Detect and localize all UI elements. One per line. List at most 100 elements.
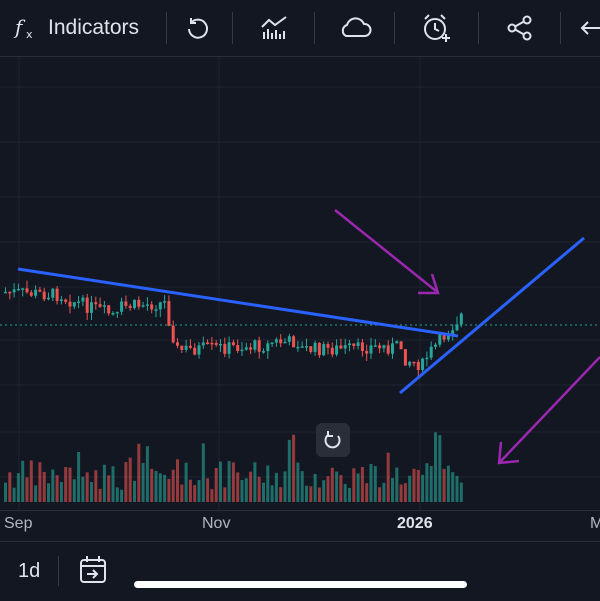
candle-body (21, 288, 25, 290)
volume-bar (72, 479, 76, 502)
cloud-icon[interactable] (334, 0, 376, 56)
candle-body (231, 342, 235, 346)
candle-body (210, 342, 214, 345)
candle-body (283, 341, 287, 344)
reset-chart-button[interactable] (316, 423, 350, 457)
candle-body (335, 345, 339, 355)
alert-clock-icon[interactable] (416, 0, 456, 56)
volume-bar (128, 457, 132, 502)
candle-body (352, 343, 356, 346)
candle-body (322, 344, 326, 356)
volume-bar (133, 480, 136, 502)
candle-body (438, 334, 442, 345)
candle-body (133, 299, 136, 309)
volume-bar (85, 472, 89, 502)
candle-body (373, 345, 377, 347)
back-arrow-icon[interactable] (578, 0, 600, 56)
volume-bar (253, 462, 257, 502)
volume-bar (296, 462, 300, 502)
volume-bar (360, 467, 364, 502)
candle-body (270, 342, 274, 345)
candle-body (68, 301, 72, 307)
candle-body (107, 305, 111, 314)
volume-bar (322, 480, 326, 502)
volume-bar (158, 473, 162, 502)
candle-body (201, 342, 205, 346)
volume-bar (150, 468, 154, 502)
interval-button[interactable]: 1d (18, 560, 41, 582)
candle-body (34, 289, 38, 296)
candle-body (348, 343, 351, 346)
volume-bar (124, 462, 128, 502)
share-icon[interactable] (500, 0, 540, 56)
volume-bar (68, 467, 72, 502)
volume-bar (348, 487, 351, 502)
x-tick-label: Sep (4, 515, 33, 532)
candle-body (244, 347, 248, 350)
candle-body (249, 347, 253, 350)
candle-body (197, 345, 201, 355)
volume-bar (442, 468, 446, 502)
volume-bar (244, 478, 248, 502)
volume-bar (365, 483, 369, 502)
volume-bar (64, 467, 68, 502)
volume-bar (59, 482, 63, 502)
candle-body (421, 358, 425, 371)
candle-body (395, 341, 399, 344)
price-chart[interactable] (0, 57, 600, 535)
volume-bar (21, 460, 25, 502)
candle-body (425, 357, 429, 360)
volume-bar (25, 477, 29, 502)
function-icon[interactable]: f x (10, 0, 42, 56)
volume-bar (249, 471, 253, 502)
candle-body (386, 345, 390, 354)
candle-body (305, 346, 308, 348)
candle-body (317, 342, 321, 356)
volume-bar (266, 465, 270, 502)
annotation-arrow (334, 209, 440, 295)
candle-body (455, 324, 459, 331)
volume-bar (98, 488, 102, 502)
candle-body (124, 301, 128, 306)
candle-body (219, 344, 222, 346)
volume-bar (184, 462, 188, 502)
volume-bar (206, 478, 210, 502)
volume-bar (115, 487, 119, 502)
candle-body (4, 291, 7, 294)
candle-body (339, 345, 343, 349)
candle-body (369, 345, 373, 354)
candle-body (434, 344, 437, 347)
toolbar-divider (314, 12, 315, 44)
x-tick-label: Nov (202, 515, 231, 532)
candle-body (150, 304, 154, 310)
candle-body (399, 341, 403, 350)
volume-bar (197, 480, 201, 502)
undo-icon[interactable] (178, 0, 218, 56)
x-tick-label: 2026 (397, 515, 433, 532)
date-range-icon[interactable] (78, 554, 108, 591)
candle-body (403, 349, 407, 366)
toolbar-divider (58, 556, 59, 586)
volume-bar (111, 466, 115, 502)
volume-bar (81, 476, 85, 502)
volume-bar (305, 485, 308, 502)
indicators-button[interactable]: Indicators (48, 0, 168, 56)
volume-bar (283, 471, 287, 502)
candle-body (81, 297, 85, 302)
candle-body (451, 330, 455, 336)
chart-type-icon[interactable] (254, 0, 294, 56)
volume-bar (317, 487, 321, 502)
volume-bar (227, 461, 231, 502)
volume-bar (339, 475, 343, 502)
volume-bar (236, 472, 240, 502)
chart-canvas[interactable] (0, 57, 600, 535)
volume-bar (120, 489, 124, 502)
volume-bar (403, 483, 407, 502)
volume-bar (240, 479, 244, 502)
candle-body (257, 340, 261, 352)
candle-body (412, 361, 416, 364)
candle-body (253, 340, 257, 350)
support-trendline (399, 236, 585, 395)
volume-bar (386, 452, 390, 502)
candle-body (29, 292, 33, 296)
